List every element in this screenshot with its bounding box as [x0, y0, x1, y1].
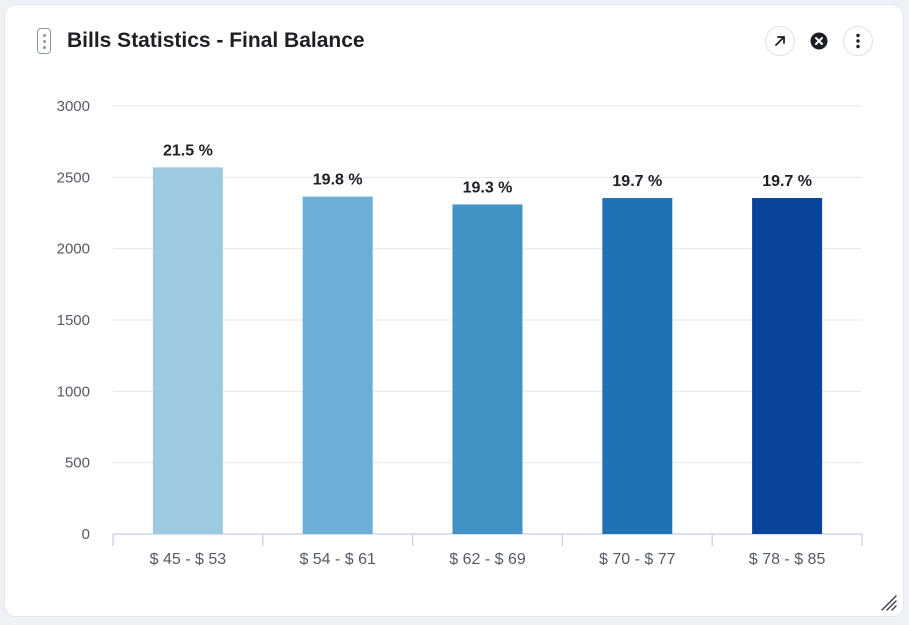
close-circle-icon: [810, 32, 828, 50]
bar: [302, 196, 373, 535]
x-tick-label: $ 62 - $ 69: [449, 551, 526, 568]
y-tick-label: 1500: [57, 312, 90, 329]
bar-data-label: 19.3 %: [463, 179, 513, 196]
arrow-up-right-icon: [775, 36, 785, 46]
y-tick-label: 3000: [57, 98, 90, 115]
bar: [752, 198, 823, 534]
widget-actions: [765, 26, 873, 56]
widget-header: Bills Statistics - Final Balance: [37, 25, 873, 57]
bar: [602, 198, 673, 534]
x-tick-label: $ 70 - $ 77: [599, 551, 676, 568]
x-tick-label: $ 45 - $ 53: [150, 551, 227, 568]
bar: [152, 167, 223, 534]
y-tick-label: 0: [82, 526, 90, 543]
bar-data-label: 21.5 %: [163, 142, 213, 159]
bar-data-label: 19.7 %: [762, 173, 812, 190]
x-tick-label: $ 78 - $ 85: [749, 551, 826, 568]
drag-handle-icon[interactable]: [37, 28, 51, 54]
expand-button[interactable]: [765, 26, 795, 56]
more-vertical-icon: [856, 33, 860, 49]
widget-title: Bills Statistics - Final Balance: [67, 29, 365, 52]
y-tick-label: 500: [65, 455, 90, 472]
resize-grip-icon[interactable]: [879, 593, 897, 611]
close-button[interactable]: [807, 26, 831, 56]
y-tick-label: 2500: [57, 169, 90, 186]
bar-data-label: 19.8 %: [313, 172, 363, 189]
x-tick-label: $ 54 - $ 61: [299, 551, 376, 568]
menu-button[interactable]: [843, 26, 873, 56]
y-tick-label: 1000: [57, 383, 90, 400]
bar: [452, 204, 523, 534]
y-tick-label: 2000: [57, 241, 90, 258]
bar-data-label: 19.7 %: [612, 173, 662, 190]
